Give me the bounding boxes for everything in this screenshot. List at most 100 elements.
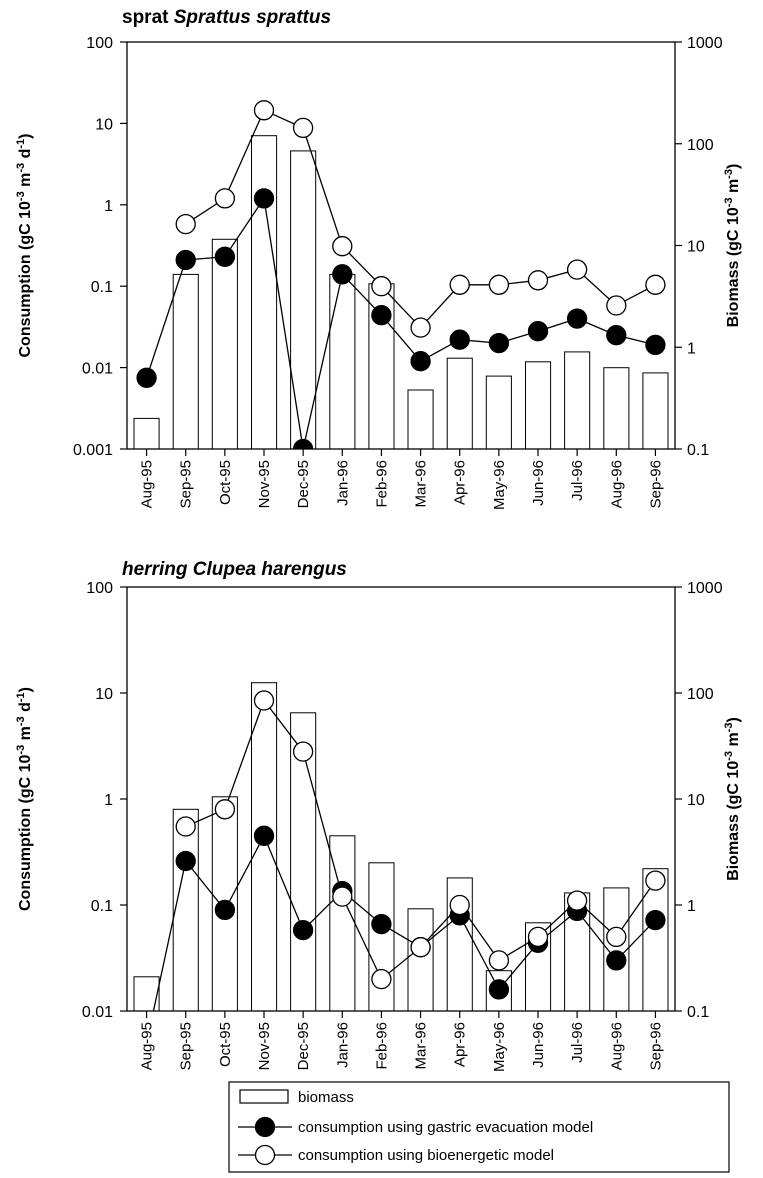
x-tick-label: Feb-96 xyxy=(373,1022,390,1070)
gastric-point xyxy=(175,249,196,271)
bioenergetic-point xyxy=(645,274,666,295)
y-right-axis-label-part: ) xyxy=(725,717,742,722)
gastric-point xyxy=(253,825,275,846)
y-right-axis-label-part: -3 xyxy=(723,197,735,207)
y-left-axis-label-part: -3 xyxy=(15,191,27,201)
biomass-bar xyxy=(525,361,552,450)
bioenergetic-point xyxy=(253,100,275,121)
biomass-bar xyxy=(485,375,512,450)
y-left-axis-label-part: ) xyxy=(17,687,34,692)
gastric-point xyxy=(606,950,627,971)
legend-biomass-swatch xyxy=(239,1089,289,1104)
bioenergetic-point xyxy=(410,317,431,338)
gastric-point xyxy=(292,919,314,941)
y-right-axis-label-part: Biomass (gC 10 xyxy=(725,207,742,327)
bioenergetic-point xyxy=(253,690,275,711)
gastric-point xyxy=(371,305,392,326)
x-tick-label: Nov-95 xyxy=(256,460,273,508)
gastric-point xyxy=(606,325,627,346)
y-right-axis-label: Biomass (gC 10-3 m-3) xyxy=(723,717,742,881)
y-left-axis-label-part: -3 xyxy=(15,745,27,755)
y-right-tick-label: 0.1 xyxy=(687,1004,709,1021)
x-tick-label: Aug-95 xyxy=(139,460,156,508)
y-left-tick-label: 0.01 xyxy=(82,1004,113,1021)
bioenergetic-point xyxy=(332,886,353,907)
y-left-axis-label-part: -3 xyxy=(15,716,27,726)
legend-gastric-marker xyxy=(254,1116,276,1138)
biomass-bar xyxy=(133,976,160,1012)
biomass-bar xyxy=(329,273,356,450)
y-left-tick-label: 0.1 xyxy=(91,898,113,915)
chart-title-italic: herring Clupea harengus xyxy=(122,559,347,580)
y-right-axis-label-part: -3 xyxy=(723,169,735,179)
bioenergetic-series xyxy=(175,690,666,990)
y-left-tick-label: 0.1 xyxy=(91,279,113,296)
biomass-bar xyxy=(211,238,238,450)
x-tick-label: Mar-96 xyxy=(413,460,430,508)
y-right-axis-label-part: Biomass (gC 10 xyxy=(725,761,742,881)
x-tick-label: Sep-96 xyxy=(647,1022,664,1070)
biomass-bar xyxy=(172,808,199,1012)
x-tick-label: Jul-96 xyxy=(569,460,586,501)
chart-panel-b: herring Clupea harengus 0.01 0.1 1 10 100 0.1 1… xyxy=(15,559,742,1072)
y-right-tick-label: 10 xyxy=(687,239,705,256)
y-right-tick-label: 100 xyxy=(687,137,714,154)
y-right-tick-label: 1 xyxy=(687,340,696,357)
bioenergetic-point xyxy=(410,937,431,958)
x-tick-label: Aug-96 xyxy=(608,1022,625,1070)
y-left-tick-label: 0.01 xyxy=(82,361,113,378)
gastric-point xyxy=(292,438,314,449)
bioenergetic-point xyxy=(449,274,470,295)
y-right-axis-label-part: -3 xyxy=(723,751,735,761)
y-left-axis-label-part: -1 xyxy=(15,692,27,702)
biomass-bar xyxy=(251,135,278,450)
chart-title: sprat Sprattus sprattus xyxy=(122,7,331,28)
bioenergetic-point xyxy=(488,950,510,971)
y-left-axis-label-part: m xyxy=(17,726,34,745)
biomass-bar xyxy=(251,682,278,1012)
gastric-point xyxy=(527,321,549,342)
bioenergetic-point xyxy=(449,894,470,916)
biomass-bar xyxy=(603,367,630,450)
biomass-bar xyxy=(407,389,434,450)
x-tick-label: Apr-96 xyxy=(452,460,469,505)
gastric-point xyxy=(136,367,157,388)
y-left-axis-label-part: Consumption (gC 10 xyxy=(17,201,34,358)
chart-title: herring Clupea harengus xyxy=(122,559,347,580)
x-tick-label: Jan-96 xyxy=(334,1022,351,1068)
y-left-axis-label-part: Consumption (gC 10 xyxy=(17,754,34,911)
gastric-point xyxy=(371,913,392,935)
y-left-tick-label: 100 xyxy=(86,35,113,52)
x-tick-label: Dec-95 xyxy=(295,460,312,508)
biomass-bar xyxy=(172,273,199,450)
bioenergetic-point xyxy=(488,274,510,295)
gastric-point xyxy=(488,332,510,354)
bioenergetic-point xyxy=(527,926,549,948)
bioenergetic-point xyxy=(371,276,392,297)
chart-panel-a: sprat Sprattus sprattus0.0010.010.111010… xyxy=(15,7,742,510)
gastric-point xyxy=(410,351,431,372)
bioenergetic-point xyxy=(566,259,588,280)
bioenergetic-point xyxy=(566,890,588,911)
gastric-point xyxy=(566,308,588,329)
legend-gastric-label: consumption using gastric evacuation mod… xyxy=(298,1119,593,1136)
bioenergetic-point xyxy=(645,870,666,891)
y-left-axis-label-part: ) xyxy=(17,134,34,139)
bioenergetic-point xyxy=(606,295,627,316)
legend-bioenergetic-marker xyxy=(254,1144,276,1166)
y-left-axis-label: Consumption (gC 10-3 m-3 d-1) xyxy=(15,134,34,358)
x-tick-label: Jun-96 xyxy=(530,460,547,506)
plot-frame xyxy=(126,586,676,1012)
biomass-bar xyxy=(564,351,591,450)
bioenergetic-point xyxy=(214,188,236,209)
bioenergetic-point xyxy=(214,799,236,820)
plot-frame xyxy=(126,41,676,450)
legend-box xyxy=(228,1081,730,1173)
y-left-tick-label: 10 xyxy=(95,686,113,703)
x-tick-label: Jan-96 xyxy=(334,460,351,506)
biomass-bar xyxy=(446,357,473,450)
x-tick-label: May-96 xyxy=(491,1022,508,1072)
y-right-axis-label-part: m xyxy=(725,179,742,198)
biomass-bar xyxy=(407,908,434,1012)
